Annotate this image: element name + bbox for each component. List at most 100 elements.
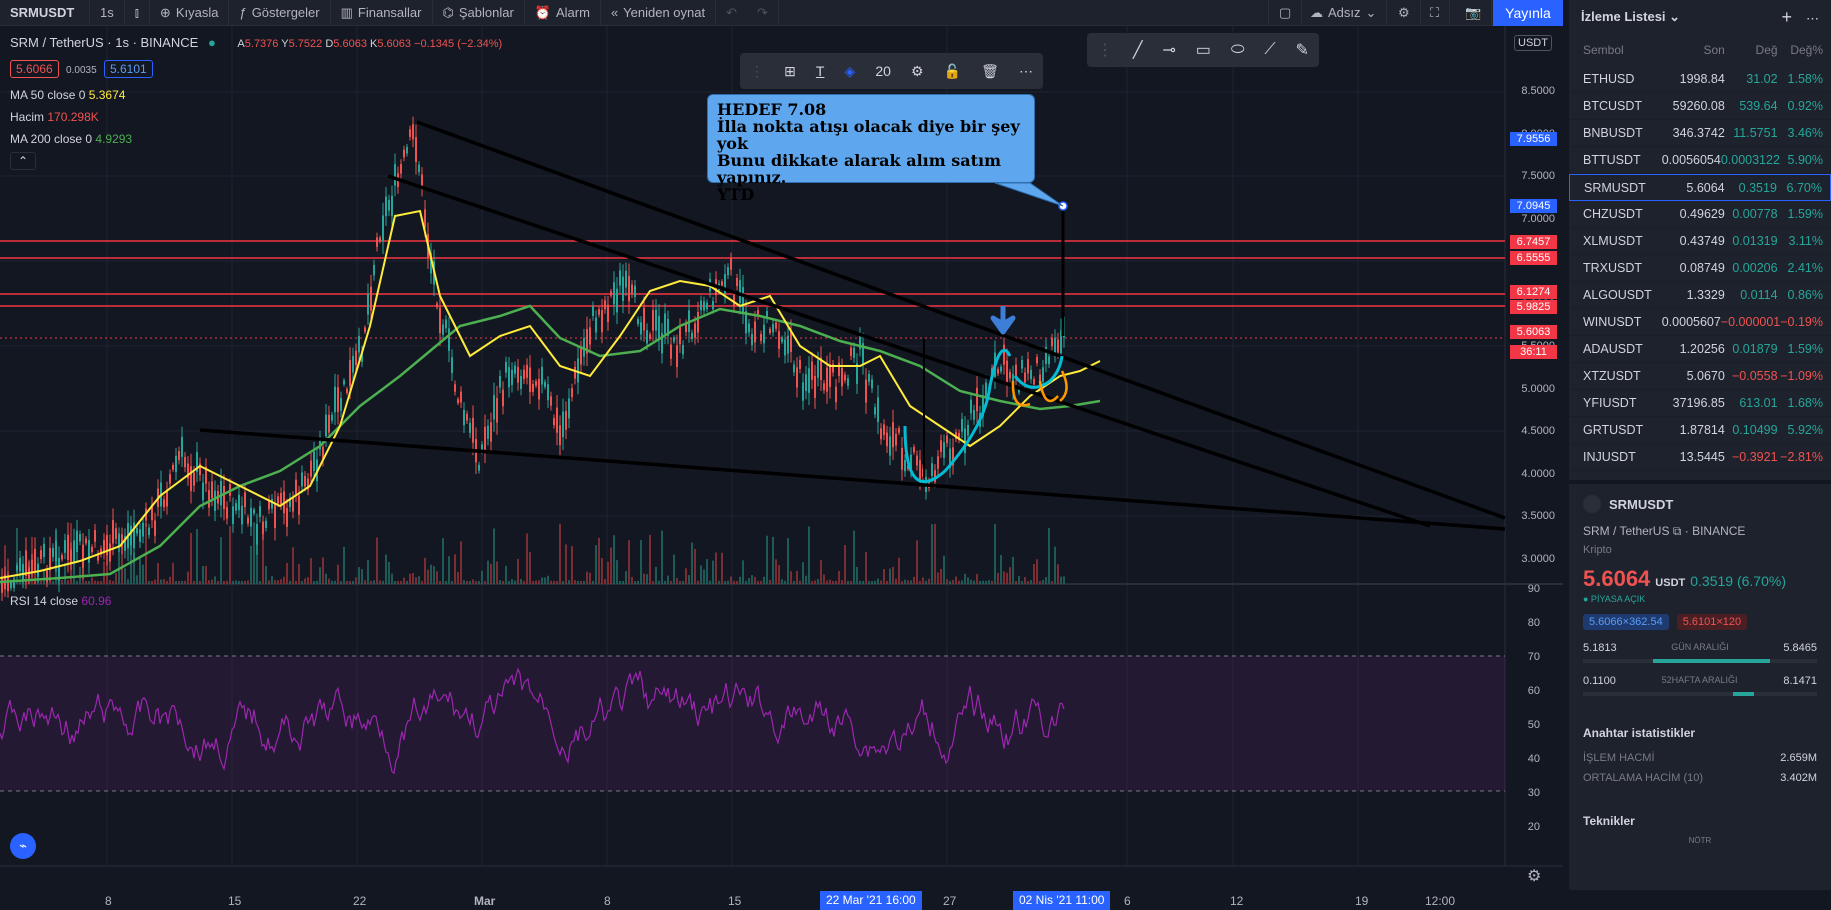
watchlist-row[interactable]: YFIUSDT 37196.85 613.01 1.68% <box>1569 390 1831 417</box>
compare-button[interactable]: ⊕ Kıyasla <box>150 0 230 26</box>
watchlist-row[interactable]: CHZUSDT 0.49629 0.00778 1.59% <box>1569 201 1831 228</box>
add-symbol-icon[interactable]: + <box>1781 6 1792 27</box>
lock-icon[interactable]: 🔓 <box>943 62 962 79</box>
rsi-axis-label: 30 <box>1527 787 1540 799</box>
candle-body <box>901 447 903 470</box>
trendlines[interactable] <box>199 120 1506 531</box>
candle-body <box>376 237 378 247</box>
ma50-legend[interactable]: MA 50 close 0 5.3674 <box>10 88 125 102</box>
price-tag[interactable]: 7.9556 <box>1510 132 1557 146</box>
snapshot-button[interactable]: 📷 <box>1455 0 1493 26</box>
replay-button[interactable]: « Yeniden oynat <box>601 0 717 26</box>
volume-bar <box>388 561 390 584</box>
text-color-icon[interactable]: T <box>815 63 825 79</box>
watchlist-row[interactable]: BTTUSDT 0.0056054 0.0003122 5.90% <box>1569 147 1831 174</box>
volume-legend[interactable]: Hacim 170.298K <box>10 110 99 124</box>
undo-button[interactable]: ↶ <box>726 4 738 20</box>
watchlist-row[interactable]: ETHUSD 1998.84 31.02 1.58% <box>1569 66 1831 93</box>
tradingview-logo-icon[interactable]: ⌁ <box>10 833 36 859</box>
price-tag[interactable]: 6.1274 <box>1510 285 1557 299</box>
volume-bar <box>151 581 153 584</box>
watchlist-row[interactable]: ALGOUSDT 1.3329 0.0114 0.86% <box>1569 282 1831 309</box>
watchlist-row[interactable]: WINUSDT 0.0005607 −0.000001 −0.19% <box>1569 309 1831 336</box>
price-tag[interactable]: 7.0945 <box>1510 199 1557 213</box>
horizontal-ray-tool-icon[interactable]: ⊸ <box>1162 42 1176 59</box>
volume-bar <box>1000 554 1002 584</box>
volume-bar <box>841 580 843 584</box>
rsi-legend[interactable]: RSI 14 close 60.96 <box>10 594 111 608</box>
watchlist-row[interactable]: XTZUSDT 5.0670 −0.0558 −1.09% <box>1569 363 1831 390</box>
drag-handle-icon[interactable]: ⋮ <box>1096 42 1113 59</box>
technicals-title[interactable]: Teknikler <box>1583 814 1635 828</box>
layout-name-button[interactable]: ☁ Adsız ⌄ <box>1300 0 1388 26</box>
volume-bar <box>802 562 804 584</box>
interval-button[interactable]: 1s <box>90 0 125 26</box>
bid-box[interactable]: 5.6066 <box>10 60 59 78</box>
details-symbol[interactable]: SRMUSDT <box>1609 496 1674 512</box>
templates-button[interactable]: ⌬ Şablonlar <box>433 0 525 26</box>
external-link-icon[interactable]: ⧉ <box>1672 524 1682 538</box>
collapse-legend-button[interactable]: ⌃ <box>10 152 36 170</box>
price-tag[interactable]: 6.5555 <box>1510 251 1557 265</box>
candle-body <box>103 539 105 554</box>
watchlist-row[interactable]: BNBUSDT 346.3742 11.5751 3.46% <box>1569 120 1831 147</box>
currency-button[interactable]: USDT <box>1514 35 1552 51</box>
redo-button[interactable]: ↷ <box>747 0 779 26</box>
watchlist-title[interactable]: İzleme Listesi ⌄ <box>1581 9 1680 25</box>
chart-canvas[interactable] <box>0 26 1563 890</box>
alert-button[interactable]: ⏰ Alarm <box>525 0 601 26</box>
watchlist-row[interactable]: BTCUSDT 59260.08 539.64 0.92% <box>1569 93 1831 120</box>
more-icon[interactable]: ⋯ <box>1806 10 1819 26</box>
col-change[interactable]: Değ <box>1755 43 1778 57</box>
layout-button[interactable]: ▢ <box>1268 0 1303 26</box>
fullscreen-button[interactable]: ⛶ <box>1420 0 1451 26</box>
settings-button[interactable]: ⚙ <box>1388 0 1421 26</box>
path-tool-icon[interactable]: ⟋ <box>1264 41 1276 58</box>
col-last[interactable]: Son <box>1703 43 1725 57</box>
trash-icon[interactable]: 🗑 <box>981 62 999 79</box>
cup-drawing[interactable] <box>903 348 1012 484</box>
font-size-button[interactable]: 20 <box>875 63 891 79</box>
watchlist-row[interactable]: TRXUSDT 0.08749 0.00206 2.41% <box>1569 255 1831 282</box>
watchlist-row[interactable]: GRTUSDT 1.87814 0.10499 5.92% <box>1569 417 1831 444</box>
indicators-button[interactable]: ƒ Göstergeler <box>229 0 331 26</box>
watchlist-row[interactable]: XLMUSDT 0.43749 0.01319 3.11% <box>1569 228 1831 255</box>
financials-button[interactable]: ▥ Finansallar <box>331 0 433 26</box>
ma200-legend[interactable]: MA 200 close 0 4.9293 <box>10 132 132 146</box>
col-change-pct[interactable]: Değ% <box>1790 43 1823 57</box>
more-icon[interactable]: ⋯ <box>1018 62 1033 79</box>
time-axis-label: 15 <box>728 894 742 908</box>
axis-settings-gear-icon[interactable]: ⚙ <box>1527 868 1542 885</box>
symbol-search-button[interactable]: SRMUSDT <box>0 0 90 26</box>
ellipse-tool-icon[interactable]: ⬭ <box>1230 41 1245 58</box>
settings-gear-icon[interactable]: ⚙ <box>911 62 924 79</box>
fill-color-icon[interactable]: ◈ <box>844 62 856 79</box>
ask-box[interactable]: 5.6101 <box>103 60 153 78</box>
template-icon[interactable]: ⊞ <box>784 62 796 79</box>
col-symbol[interactable]: Sembol <box>1583 43 1624 57</box>
orange-marks[interactable] <box>1011 370 1068 407</box>
details-name[interactable]: SRM / TetherUS <box>1583 524 1670 538</box>
resistance-lines[interactable] <box>0 240 1505 307</box>
candle-body <box>1 576 3 593</box>
brush-tool-icon[interactable]: ✎ <box>1295 42 1309 59</box>
price-tag[interactable]: 6.7457 <box>1510 235 1557 249</box>
candle-body <box>1015 364 1017 379</box>
handle-drawing[interactable] <box>1013 355 1064 389</box>
watchlist-row[interactable]: ADAUSDT 1.20256 0.01879 1.59% <box>1569 336 1831 363</box>
target-callout[interactable]: HEDEF 7.08 İlla nokta atışı olacak diye … <box>707 94 1035 203</box>
candle-body <box>694 323 696 338</box>
publish-button[interactable]: Yayınla <box>1493 0 1563 26</box>
trendline-tool-icon[interactable]: ╱ <box>1132 42 1143 59</box>
symbol-title[interactable]: SRM / TetherUS · 1s · BINANCE <box>10 35 199 50</box>
rectangle-tool-icon[interactable]: ▭ <box>1195 42 1211 59</box>
price-tag[interactable]: 5.6063 <box>1510 325 1557 339</box>
arrow-down-drawing[interactable] <box>990 306 1016 335</box>
candle-body <box>832 364 834 373</box>
chart-type-button[interactable]: ⫾ <box>125 0 150 26</box>
watchlist-row[interactable]: SRMUSDT 5.6064 0.3519 6.70% <box>1569 174 1831 201</box>
watchlist-row[interactable]: INJUSDT 13.5445 −0.3921 −2.81% <box>1569 444 1831 471</box>
volume-bar <box>448 556 450 584</box>
price-tag[interactable]: 5.9825 <box>1510 300 1557 314</box>
drag-handle-icon[interactable]: ⋮ <box>750 62 765 79</box>
